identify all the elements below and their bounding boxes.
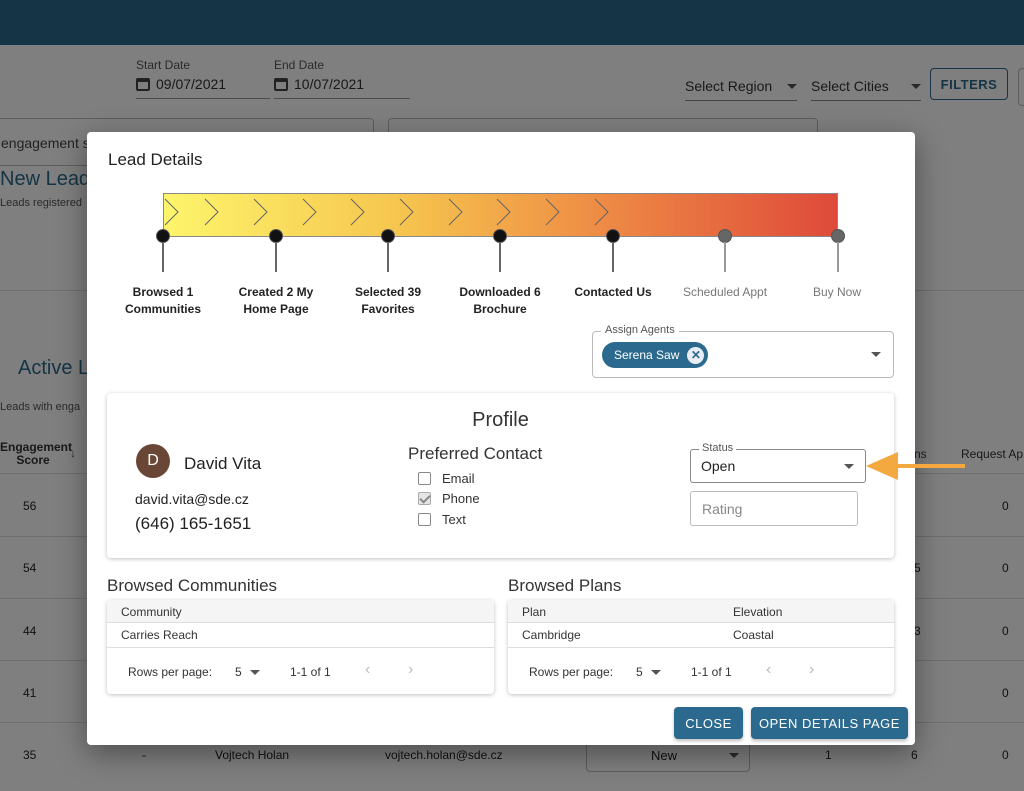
text-checkbox[interactable] <box>418 513 431 526</box>
status-label: Status <box>699 442 737 454</box>
chevron-right-icon <box>496 198 511 226</box>
table-pagination: Rows per page: 5 1-1 of 1 ‹ › <box>508 648 894 694</box>
stage-label: Selected 39 Favorites <box>354 285 422 316</box>
stage-connector <box>275 242 277 272</box>
contact-option-label: Phone <box>442 491 480 506</box>
stage-label: Created 2 My Home Page <box>238 285 314 316</box>
table-header: Community <box>107 600 494 623</box>
annotation-arrow-icon <box>866 452 965 480</box>
stage-dot <box>718 229 732 243</box>
contact-option-text[interactable]: Text <box>418 512 466 527</box>
chevron-right-icon <box>204 198 219 226</box>
chevron-right-icon <box>594 198 609 226</box>
assign-agents-select[interactable]: Assign Agents Serena Saw ✕ <box>592 324 894 378</box>
chevron-down-icon <box>650 669 661 675</box>
contact-option-phone[interactable]: Phone <box>418 491 480 506</box>
chevron-right-icon <box>350 198 365 226</box>
table-cell: Coastal <box>733 628 774 642</box>
table-pagination: Rows per page: 5 1-1 of 1 ‹ › <box>107 648 494 694</box>
avatar: D <box>136 444 170 478</box>
stage-label: Downloaded 6 Brochure <box>459 285 541 316</box>
stage-connector <box>162 242 164 272</box>
column-header: Plan <box>522 605 547 619</box>
stage-dot <box>493 229 507 243</box>
assign-agents-label: Assign Agents <box>601 324 679 336</box>
stage-label: Browsed 1 Communities <box>124 285 201 316</box>
rows-per-page-select[interactable]: 5 <box>235 665 260 679</box>
email-checkbox[interactable] <box>418 472 431 485</box>
rating-placeholder: Rating <box>702 501 743 517</box>
pagination-range: 1-1 of 1 <box>290 665 331 679</box>
stage-connector <box>724 242 726 272</box>
lead-details-modal: Lead Details Browsed 1 Communities Creat… <box>87 132 915 745</box>
column-header: Elevation <box>733 605 783 619</box>
stage-dot <box>831 229 845 243</box>
rows-per-page-label: Rows per page: <box>529 665 614 679</box>
agent-chip[interactable]: Serena Saw ✕ <box>602 342 709 368</box>
chevron-right-icon <box>253 198 268 226</box>
chevron-right-icon <box>448 198 463 226</box>
contact-option-label: Text <box>442 512 466 527</box>
close-button[interactable]: CLOSE <box>674 707 743 739</box>
status-value: Open <box>701 458 736 474</box>
status-select[interactable]: Status Open <box>690 442 866 483</box>
agent-chip-label: Serena Saw <box>614 348 680 362</box>
pagination-range: 1-1 of 1 <box>691 665 732 679</box>
contact-option-email[interactable]: Email <box>418 471 475 486</box>
preferred-contact-title: Preferred Contact <box>408 444 543 463</box>
table-cell: Cambridge <box>522 628 581 642</box>
rows-per-page-label: Rows per page: <box>128 665 213 679</box>
table-row: Cambridge Coastal <box>508 623 894 648</box>
stage-connector <box>387 242 389 272</box>
browsed-communities-title: Browsed Communities <box>107 576 278 595</box>
chevron-down-icon <box>844 464 854 469</box>
chevron-right-icon <box>545 198 560 226</box>
prev-page-icon[interactable]: ‹ <box>365 661 371 678</box>
stage-connector <box>612 242 614 272</box>
stage-dot <box>269 229 283 243</box>
chevron-right-icon <box>399 198 414 226</box>
modal-title: Lead Details <box>108 150 203 169</box>
contact-option-label: Email <box>442 471 475 486</box>
phone-checkbox[interactable] <box>418 492 431 505</box>
lead-email: david.vita@sde.cz <box>135 491 249 507</box>
rating-input[interactable]: Rating <box>690 491 858 526</box>
remove-chip-icon[interactable]: ✕ <box>687 346 705 364</box>
chevron-down-icon[interactable] <box>871 352 881 357</box>
chevron-down-icon <box>249 669 260 675</box>
profile-title: Profile <box>472 409 529 431</box>
next-page-icon[interactable]: › <box>809 661 815 678</box>
stage-connector <box>837 242 839 272</box>
rows-per-page-select[interactable]: 5 <box>636 665 661 679</box>
lead-name: David Vita <box>184 454 262 473</box>
chevron-right-icon <box>164 198 179 226</box>
profile-card: Profile D David Vita david.vita@sde.cz (… <box>107 393 894 558</box>
column-header: Community <box>121 605 182 619</box>
lead-phone: (646) 165-1651 <box>135 514 252 533</box>
stage-dot <box>381 229 395 243</box>
stage-connector <box>499 242 501 272</box>
table-row: Carries Reach <box>107 623 494 648</box>
table-cell: Carries Reach <box>121 628 198 642</box>
prev-page-icon[interactable]: ‹ <box>766 661 772 678</box>
stage-label: Buy Now <box>812 285 862 299</box>
stage-dot <box>156 229 170 243</box>
open-details-page-button[interactable]: OPEN DETAILS PAGE <box>751 707 908 739</box>
stage-dot <box>606 229 620 243</box>
stage-label: Contacted Us <box>574 285 652 299</box>
browsed-plans-title: Browsed Plans <box>508 576 622 595</box>
chevron-right-icon <box>302 198 317 226</box>
browsed-communities-table: Community Carries Reach Rows per page: 5… <box>107 600 494 694</box>
next-page-icon[interactable]: › <box>408 661 414 678</box>
stage-label: Scheduled Appt <box>682 285 768 299</box>
browsed-plans-table: Plan Elevation Cambridge Coastal Rows pe… <box>508 600 894 694</box>
table-header: Plan Elevation <box>508 600 894 623</box>
